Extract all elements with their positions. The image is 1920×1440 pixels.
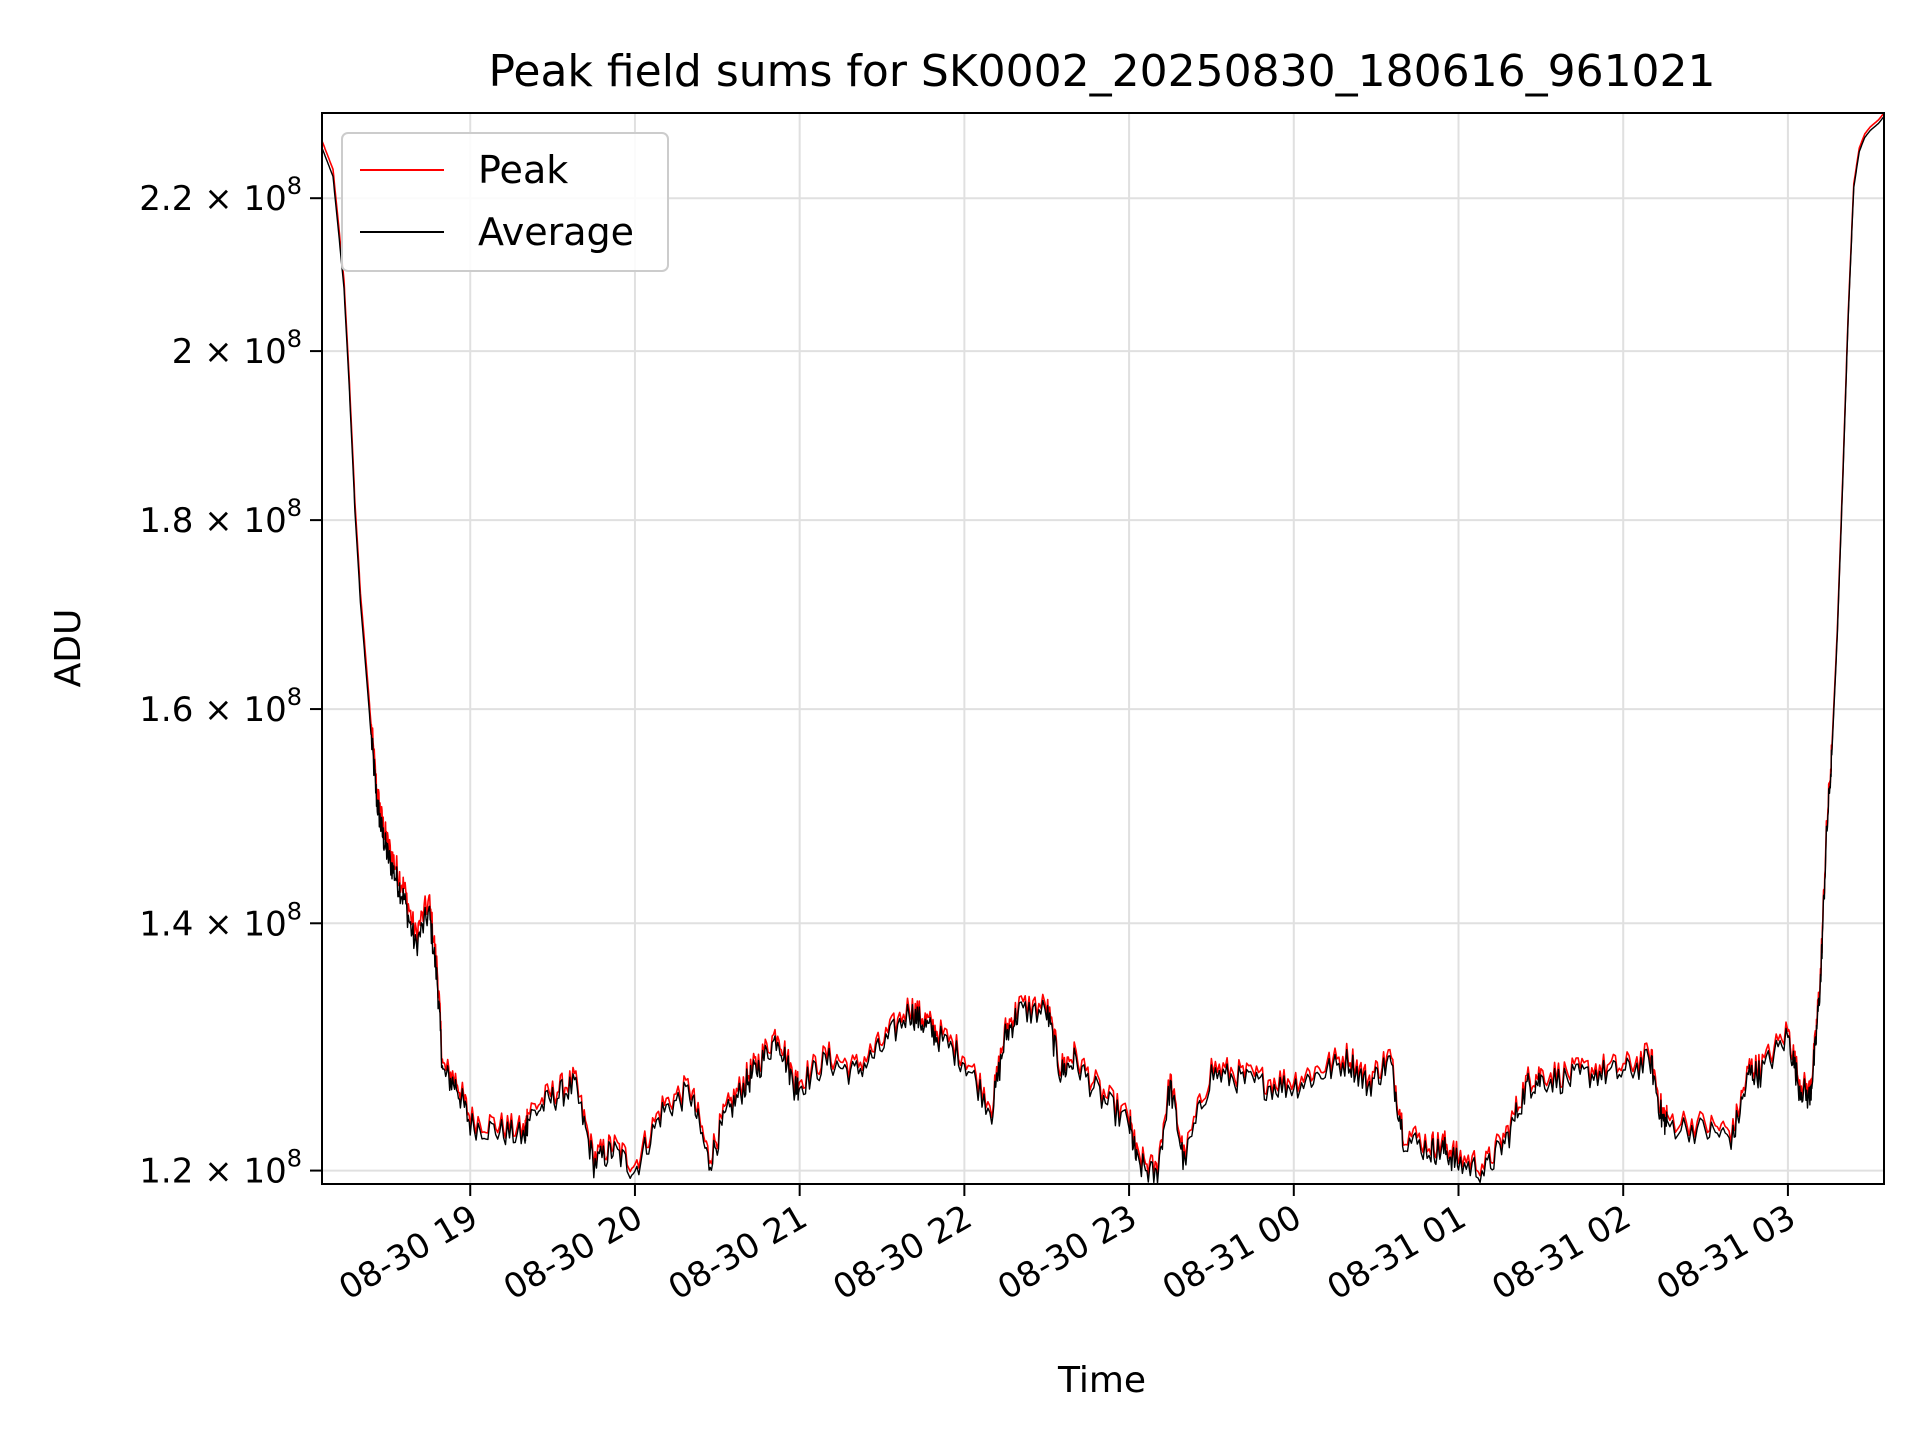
series-lines: [321, 112, 1885, 1184]
grid: [322, 113, 1884, 1184]
chart-title: Peak field sums for SK0002_20250830_1806…: [488, 46, 1715, 97]
y-tick-exponent: 8: [287, 494, 302, 522]
x-tick-label: 08-31 01: [1321, 1197, 1473, 1308]
y-tick-mantissa: 1.8: [139, 501, 193, 541]
legend-label-average: Average: [478, 210, 634, 254]
y-tick-mantissa: 1.2: [139, 1152, 193, 1192]
y-tick-label: 1.8 × 108: [139, 494, 302, 541]
y-tick-label: 1.4 × 108: [139, 897, 302, 944]
y-tick-label: 2.2 × 108: [139, 172, 302, 219]
x-tick-label: 08-30 22: [826, 1197, 978, 1308]
y-tick-label: 2 × 108: [172, 325, 302, 372]
x-tick-label: 08-30 19: [332, 1197, 484, 1308]
y-tick-mantissa: 2: [172, 332, 194, 372]
x-tick-label: 08-30 21: [662, 1197, 814, 1308]
y-tick-exponent: 8: [287, 683, 302, 711]
y-tick-exponent: 8: [287, 325, 302, 353]
y-tick-mantissa: 1.6: [139, 690, 193, 730]
x-tick-label: 08-31 02: [1485, 1197, 1637, 1308]
legend: Peak Average: [341, 132, 669, 272]
x-tick-label: 08-31 03: [1650, 1197, 1802, 1308]
y-axis-label: ADU: [48, 609, 89, 688]
x-tick-label: 08-30 23: [991, 1197, 1143, 1308]
y-tick-mantissa: 2.2: [139, 179, 193, 219]
series-line-peak: [321, 112, 1885, 1178]
x-tick-label: 08-31 00: [1156, 1197, 1308, 1308]
legend-label-peak: Peak: [478, 148, 568, 192]
y-tick-label: 1.2 × 108: [139, 1145, 302, 1192]
y-tick-exponent: 8: [287, 897, 302, 925]
plot-frame: [321, 112, 1885, 1185]
series-line-average: [321, 116, 1885, 1184]
x-axis: 08-30 19 08-30 20 08-30 21 08-30 22 08-30 23…: [332, 1184, 1802, 1308]
y-axis: 1.2 × 108 1.4 × 108 1.6 × 108 1.8 × 108 2 × …: [139, 172, 322, 1192]
y-tick-exponent: 8: [287, 172, 302, 200]
y-tick-mantissa: 1.4: [139, 904, 193, 944]
y-tick-label: 1.6 × 108: [139, 683, 302, 730]
legend-box: [341, 132, 669, 272]
x-tick-label: 08-30 20: [497, 1197, 649, 1308]
y-tick-exponent: 8: [287, 1145, 302, 1173]
x-axis-label: Time: [1057, 1360, 1146, 1401]
